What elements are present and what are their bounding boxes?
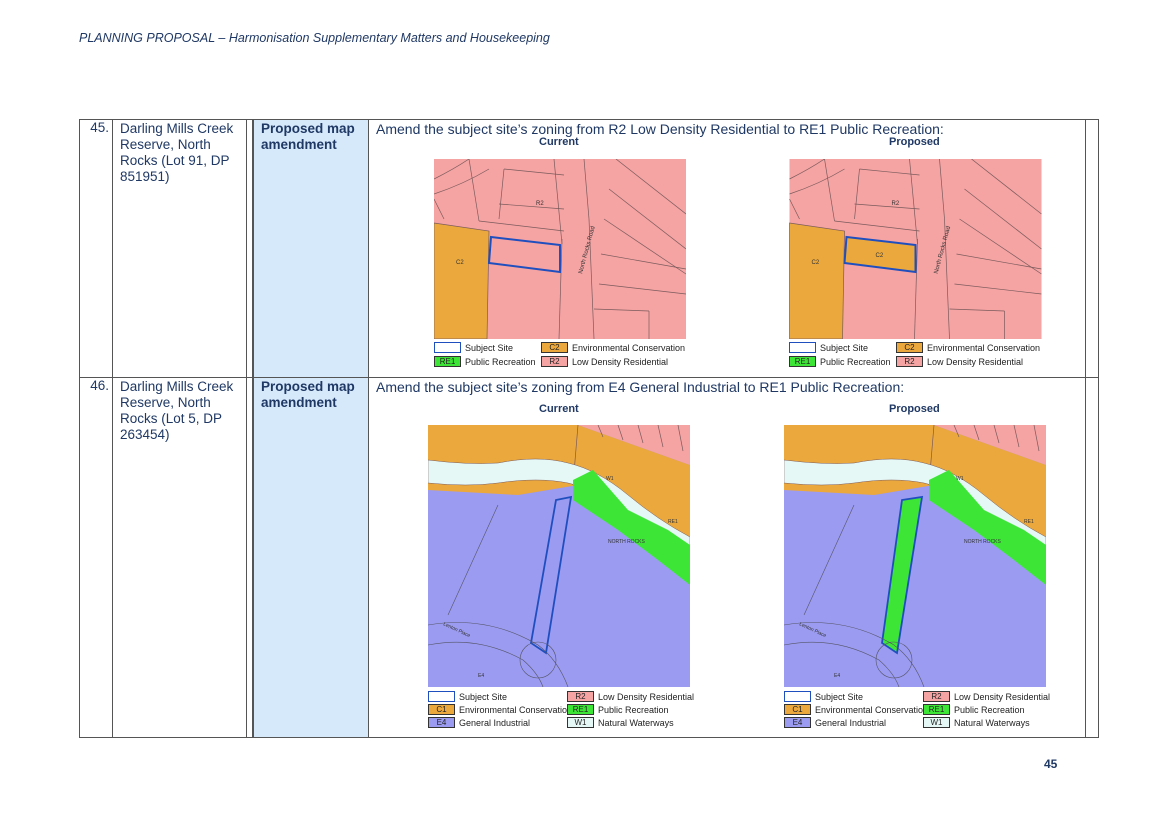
legend-item: RE1 Public Recreation <box>434 356 536 367</box>
map-label-current: Current <box>539 136 579 148</box>
amendments-table: 45. Darling Mills Creek Reserve, North R… <box>79 119 1099 738</box>
legend-swatch: RE1 <box>567 704 594 715</box>
legend-item: Subject Site <box>434 342 513 353</box>
zoning-map-proposed: W1 NORTH ROCKS RE1 E4 Lenton Place <box>784 425 1046 687</box>
zone-text-c2: C2 <box>456 260 464 266</box>
zone-text-r2: R2 <box>536 201 544 207</box>
zone-text-north-rocks: NORTH ROCKS <box>608 539 646 545</box>
legend-swatch: W1 <box>923 717 950 728</box>
cell-spacer <box>1085 377 1099 738</box>
row-description-cell: Amend the subject site’s zoning from E4 … <box>368 377 1086 738</box>
document-header: PLANNING PROPOSAL – Harmonisation Supple… <box>79 31 550 45</box>
legend-item: W1 Natural Waterways <box>567 717 674 728</box>
legend-swatch: C1 <box>784 704 811 715</box>
legend-swatch <box>789 342 816 353</box>
row-description-cell: Amend the subject site’s zoning from R2 … <box>368 119 1086 378</box>
legend-item: Subject Site <box>789 342 868 353</box>
map-label-current: Current <box>539 403 579 415</box>
zone-text-c2: C2 <box>812 260 820 266</box>
legend-item: R2 Low Density Residential <box>896 356 1023 367</box>
legend-item: E4 General Industrial <box>784 717 886 728</box>
row-number: 46. <box>79 377 113 738</box>
legend-swatch <box>434 342 461 353</box>
zoning-map-current: C2 R2 North Rocks Road <box>434 159 686 339</box>
zoning-map-current: W1 NORTH ROCKS RE1 E4 Lenton Place <box>428 425 690 687</box>
zone-text-r2: R2 <box>892 201 900 207</box>
legend-item: W1 Natural Waterways <box>923 717 1030 728</box>
zone-text-w1: W1 <box>606 476 614 482</box>
map-legend: Subject Site C2 Environmental Conservatio… <box>789 342 1049 368</box>
legend-swatch: C2 <box>896 342 923 353</box>
zone-text-re1: RE1 <box>668 519 678 525</box>
legend-swatch <box>428 691 455 702</box>
legend-swatch: RE1 <box>434 356 461 367</box>
legend-item: R2 Low Density Residential <box>923 691 1050 702</box>
legend-swatch <box>784 691 811 702</box>
cell-spacer <box>1085 119 1099 378</box>
legend-item: R2 Low Density Residential <box>541 356 668 367</box>
map-legend: Subject Site C2 Environmental Conservatio… <box>434 342 694 368</box>
legend-swatch: C2 <box>541 342 568 353</box>
row-amendment-type: Proposed map amendment <box>252 119 369 378</box>
zone-text-c2-site: C2 <box>876 253 884 259</box>
zone-text-e4: E4 <box>478 673 484 679</box>
map-legend: Subject Site R2 Low Density Residential C… <box>784 691 1054 731</box>
page-number: 45 <box>1044 757 1058 771</box>
map-label-proposed: Proposed <box>889 403 940 415</box>
row-location: Darling Mills Creek Reserve, North Rocks… <box>112 119 247 378</box>
legend-item: RE1 Public Recreation <box>567 704 669 715</box>
legend-item: C2 Environmental Conservation <box>896 342 1040 353</box>
legend-item: Subject Site <box>784 691 863 702</box>
legend-swatch: R2 <box>923 691 950 702</box>
zone-text-re1: RE1 <box>1024 519 1034 525</box>
legend-item: E4 General Industrial <box>428 717 530 728</box>
zone-text-e4: E4 <box>834 673 840 679</box>
legend-swatch: R2 <box>541 356 568 367</box>
legend-swatch: R2 <box>567 691 594 702</box>
legend-item: RE1 Public Recreation <box>923 704 1025 715</box>
legend-item: R2 Low Density Residential <box>567 691 694 702</box>
legend-item: C1 Environmental Conservation <box>784 704 928 715</box>
legend-item: Subject Site <box>428 691 507 702</box>
row-description: Amend the subject site’s zoning from R2 … <box>376 121 944 137</box>
legend-item: C1 Environmental Conservation <box>428 704 572 715</box>
zoning-map-proposed: C2 C2 R2 North Rocks Road <box>789 159 1042 339</box>
legend-swatch: R2 <box>896 356 923 367</box>
row-amendment-type: Proposed map amendment <box>252 377 369 738</box>
table-row: 46. Darling Mills Creek Reserve, North R… <box>79 377 1099 738</box>
legend-swatch: W1 <box>567 717 594 728</box>
map-label-proposed: Proposed <box>889 136 940 148</box>
legend-swatch: RE1 <box>923 704 950 715</box>
table-row: 45. Darling Mills Creek Reserve, North R… <box>79 119 1099 378</box>
legend-item: RE1 Public Recreation <box>789 356 891 367</box>
legend-item: C2 Environmental Conservation <box>541 342 685 353</box>
legend-swatch: RE1 <box>789 356 816 367</box>
row-description: Amend the subject site’s zoning from E4 … <box>376 379 905 395</box>
map-legend: Subject Site R2 Low Density Residential C… <box>428 691 698 731</box>
zone-text-north-rocks: NORTH ROCKS <box>964 539 1002 545</box>
legend-swatch: E4 <box>428 717 455 728</box>
zone-text-w1: W1 <box>956 476 964 482</box>
row-number: 45. <box>79 119 113 378</box>
legend-swatch: C1 <box>428 704 455 715</box>
row-location: Darling Mills Creek Reserve, North Rocks… <box>112 377 247 738</box>
legend-swatch: E4 <box>784 717 811 728</box>
